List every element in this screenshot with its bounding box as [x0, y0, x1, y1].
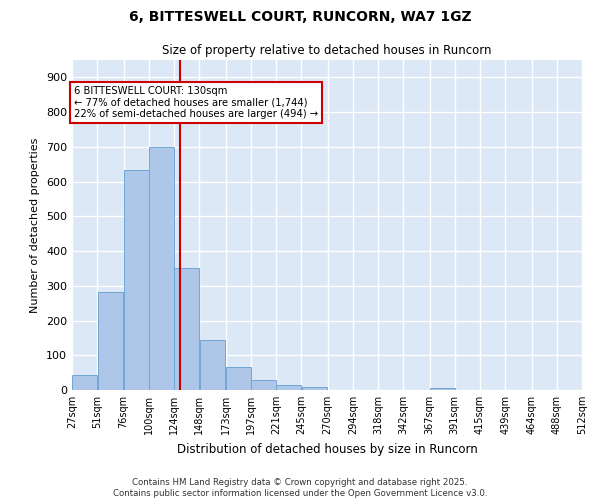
Bar	[97, 292, 123, 390]
Bar	[302, 386, 327, 390]
Title: Size of property relative to detached houses in Runcorn: Size of property relative to detached ho…	[162, 44, 492, 58]
Bar	[430, 388, 455, 390]
Bar	[72, 376, 97, 390]
Bar	[199, 340, 225, 390]
Bar	[226, 368, 251, 390]
Bar	[251, 380, 276, 390]
Bar	[174, 268, 199, 390]
Bar	[276, 385, 301, 390]
Y-axis label: Number of detached properties: Number of detached properties	[31, 138, 40, 312]
Text: 6, BITTESWELL COURT, RUNCORN, WA7 1GZ: 6, BITTESWELL COURT, RUNCORN, WA7 1GZ	[128, 10, 472, 24]
Bar	[149, 147, 174, 390]
X-axis label: Distribution of detached houses by size in Runcorn: Distribution of detached houses by size …	[176, 442, 478, 456]
Text: 6 BITTESWELL COURT: 130sqm
← 77% of detached houses are smaller (1,744)
22% of s: 6 BITTESWELL COURT: 130sqm ← 77% of deta…	[74, 86, 318, 120]
Text: Contains HM Land Registry data © Crown copyright and database right 2025.
Contai: Contains HM Land Registry data © Crown c…	[113, 478, 487, 498]
Bar	[124, 170, 149, 390]
